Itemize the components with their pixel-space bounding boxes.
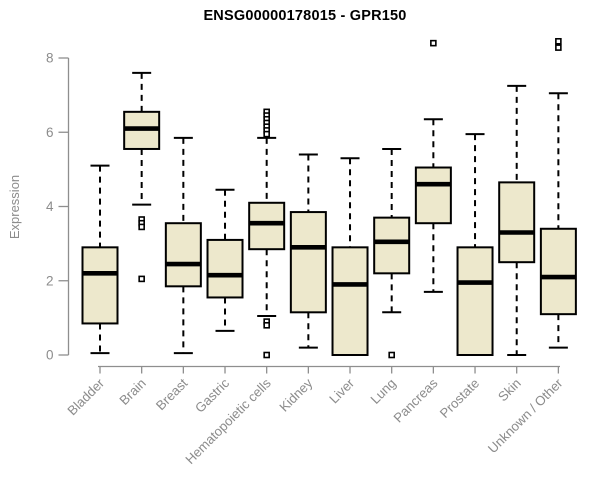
outlier-point: [138, 275, 145, 283]
iqr-box: [373, 216, 411, 275]
outlier-point: [430, 39, 437, 47]
outlier-point: [263, 130, 270, 138]
outlier-point: [263, 351, 270, 359]
iqr-box: [81, 246, 119, 325]
boxplot-brain: [123, 71, 161, 283]
y-tick-label: 8: [46, 51, 54, 66]
outlier-point: [555, 44, 562, 51]
outlier-point: [388, 351, 395, 359]
y-tick-label: 4: [46, 199, 54, 214]
x-category-label-brain: Brain: [116, 376, 148, 408]
iqr-box: [248, 201, 286, 251]
y-tick-label: 2: [46, 273, 54, 288]
iqr-box: [289, 211, 327, 314]
y-tick-label: 0: [46, 348, 54, 363]
iqr-box: [414, 166, 452, 225]
x-category-label-lung: Lung: [367, 376, 398, 407]
x-category-label-gastric: Gastric: [192, 375, 232, 415]
boxplot-prostate: [456, 133, 494, 356]
x-category-label-pancreas: Pancreas: [390, 375, 440, 425]
boxplot-hematopoietic-cells: [248, 108, 286, 359]
outlier-point: [138, 223, 145, 231]
boxplot-lung: [373, 147, 411, 359]
chart-title: ENSG00000178015 - GPR150: [203, 8, 407, 24]
iqr-box: [498, 181, 536, 264]
y-tick-label: 6: [46, 125, 54, 140]
x-category-label-breast: Breast: [153, 375, 191, 413]
outlier-point: [555, 37, 562, 45]
boxplot-pancreas: [414, 39, 452, 293]
iqr-box: [539, 227, 577, 316]
x-category-label-prostate: Prostate: [437, 376, 482, 421]
boxplot-bladder: [81, 164, 119, 355]
iqr-box: [164, 222, 202, 288]
boxplot-breast: [164, 136, 202, 355]
boxplot-skin: [498, 84, 536, 356]
x-category-label-skin: Skin: [495, 376, 524, 405]
boxplot-unknown-other: [539, 37, 577, 349]
x-category-label-bladder: Bladder: [64, 375, 107, 418]
x-category-label-kidney: Kidney: [276, 375, 315, 414]
iqr-box: [206, 238, 244, 299]
x-category-label-liver: Liver: [326, 375, 357, 406]
outlier-point: [263, 321, 270, 329]
boxplot-gastric: [206, 188, 244, 332]
x-category-label-unknown-other: Unknown / Other: [485, 375, 566, 456]
iqr-box: [331, 246, 369, 356]
boxplot-liver: [331, 157, 369, 356]
boxplot-kidney: [289, 153, 327, 349]
iqr-box: [456, 246, 494, 356]
